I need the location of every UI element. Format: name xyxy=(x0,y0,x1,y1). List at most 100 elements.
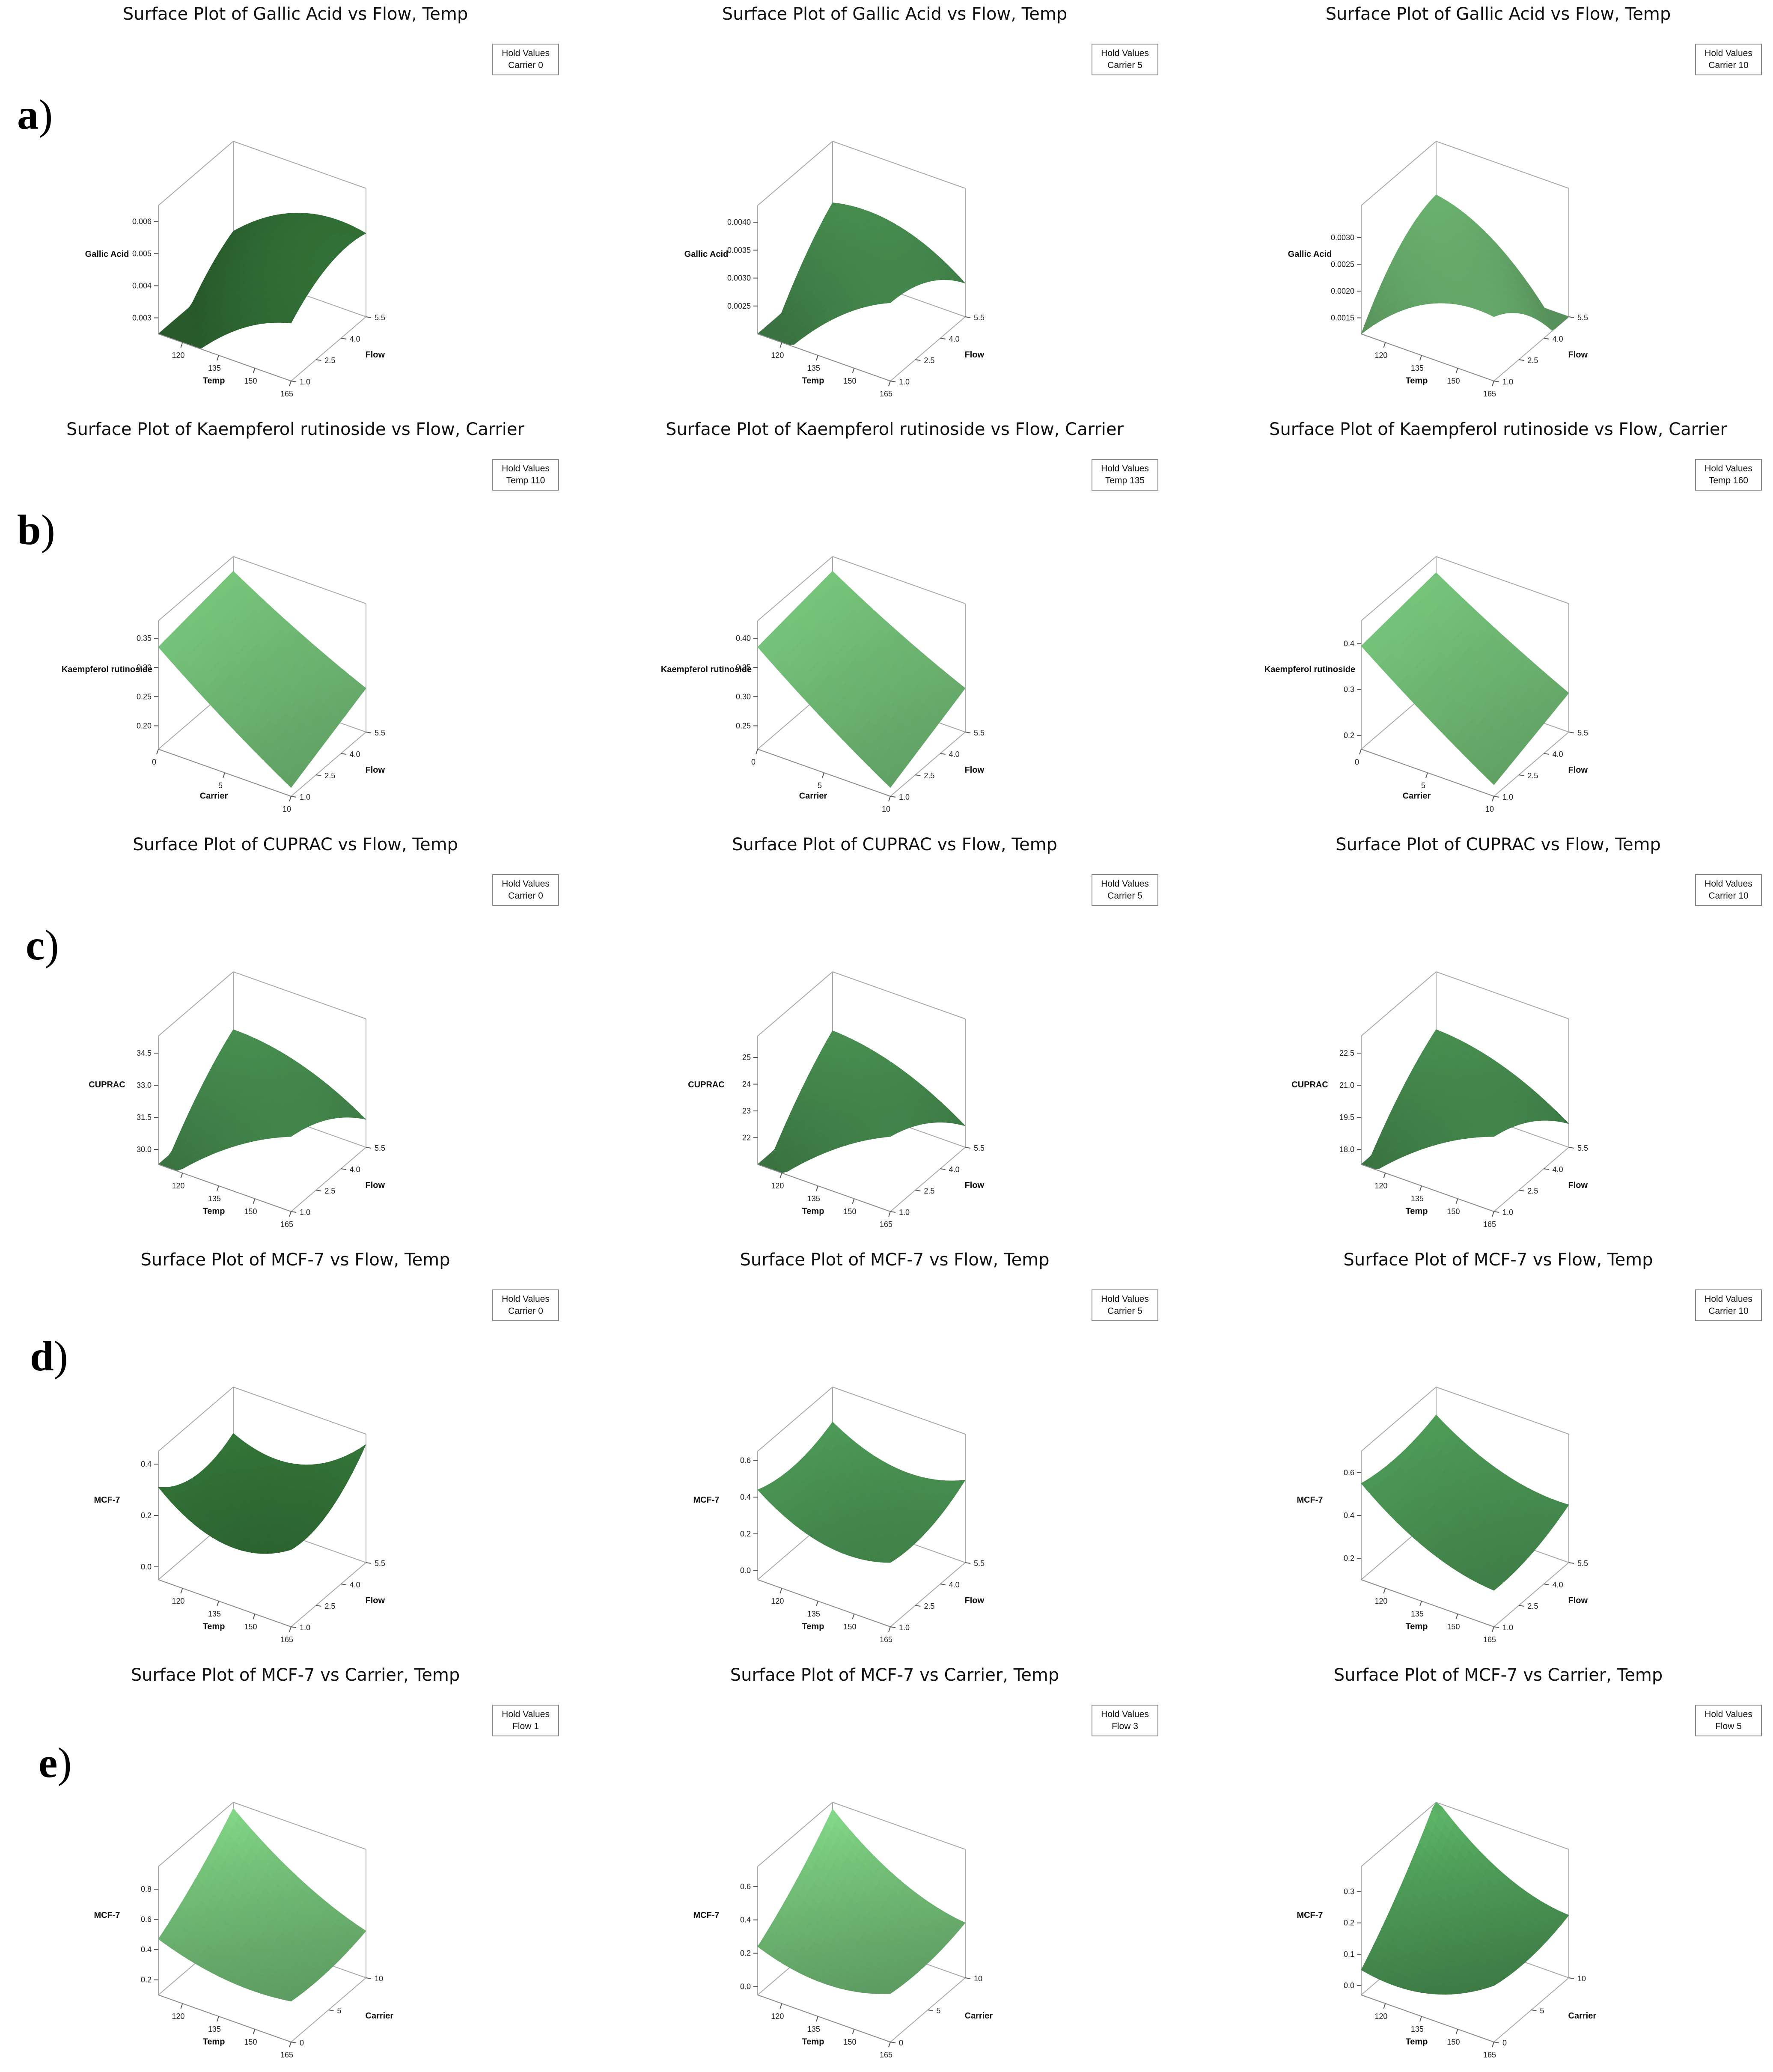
response-surface xyxy=(158,571,366,787)
box-edge xyxy=(758,972,833,1036)
y-tick-label: 5.5 xyxy=(375,313,385,322)
box-edge xyxy=(833,972,965,1019)
x-tick-mark xyxy=(181,1173,182,1178)
y-axis-label: Flow xyxy=(1568,765,1588,775)
y-tick-mark xyxy=(965,732,970,733)
z-tick-label: 22 xyxy=(742,1134,751,1142)
y-tick-mark xyxy=(316,775,321,776)
y-axis-label: Flow xyxy=(1568,350,1588,360)
x-tick-label: 0 xyxy=(751,758,756,766)
x-axis-label: Carrier xyxy=(200,792,228,801)
box-edge xyxy=(890,317,965,381)
box-edge xyxy=(1436,972,1569,1019)
x-tick-mark xyxy=(217,1186,219,1191)
box-edge xyxy=(291,317,366,381)
z-tick-label: 0.0025 xyxy=(727,302,751,310)
x-tick-label: 120 xyxy=(1374,1182,1387,1190)
x-axis-label: Temp xyxy=(802,376,824,386)
x-tick-label: 150 xyxy=(1447,1207,1460,1216)
z-tick-label: 0.25 xyxy=(137,692,152,701)
z-tick-label: 0.005 xyxy=(132,250,152,258)
surface-plot-b3: Surface Plot of Kaempferol rutinoside vs… xyxy=(1203,415,1773,826)
z-tick-label: 0.2 xyxy=(1344,731,1354,740)
x-tick-label: 0 xyxy=(152,758,156,766)
y-tick-mark xyxy=(341,753,346,754)
x-tick-label: 120 xyxy=(1374,351,1387,360)
y-tick-label: 1.0 xyxy=(300,1208,310,1217)
x-tick-mark xyxy=(1456,1199,1458,1204)
x-tick-mark xyxy=(816,1186,818,1191)
y-tick-mark xyxy=(366,732,371,733)
y-tick-mark xyxy=(1544,753,1549,754)
response-surface xyxy=(1361,195,1569,334)
y-tick-label: 1.0 xyxy=(1502,378,1513,386)
y-tick-label: 1.0 xyxy=(899,793,910,801)
response-surface xyxy=(1361,1030,1569,1169)
y-tick-mark xyxy=(1519,775,1524,776)
z-axis-label: Gallic Acid xyxy=(684,250,729,259)
box-edge xyxy=(1494,1147,1569,1212)
y-axis-label: Flow xyxy=(1568,1181,1588,1190)
z-tick-label: 18.0 xyxy=(1339,1145,1354,1154)
x-tick-label: 135 xyxy=(807,1194,820,1203)
y-tick-mark xyxy=(940,753,946,754)
y-tick-label: 4.0 xyxy=(949,750,960,759)
z-tick-label: 0.40 xyxy=(736,634,751,643)
y-tick-label: 4.0 xyxy=(350,750,360,759)
z-axis-label: CUPRAC xyxy=(1291,1080,1328,1090)
z-tick-label: 0.0030 xyxy=(727,274,751,283)
z-tick-label: 0.0040 xyxy=(727,218,751,226)
box-edge xyxy=(758,141,833,205)
y-tick-mark xyxy=(915,1190,920,1191)
response-surface xyxy=(158,1030,366,1171)
x-tick-mark xyxy=(852,1199,854,1204)
x-tick-mark xyxy=(289,381,291,386)
x-tick-mark xyxy=(253,368,255,373)
y-tick-mark xyxy=(341,338,346,339)
x-tick-label: 135 xyxy=(1411,364,1424,372)
box-edge xyxy=(1361,141,1436,205)
z-tick-label: 22.5 xyxy=(1339,1049,1354,1057)
x-tick-mark xyxy=(1359,749,1361,754)
x-tick-mark xyxy=(1383,342,1385,348)
box-edge xyxy=(291,1563,366,1627)
x-tick-label: 120 xyxy=(771,351,784,360)
x-axis-label: Carrier xyxy=(1403,792,1431,801)
x-tick-mark xyxy=(1420,355,1422,360)
y-tick-label: 4.0 xyxy=(949,335,960,343)
x-tick-label: 120 xyxy=(172,351,184,360)
y-tick-label: 1.0 xyxy=(300,793,310,801)
y-tick-label: 5.5 xyxy=(974,1144,985,1152)
z-tick-label: 0.0035 xyxy=(727,246,751,254)
y-tick-mark xyxy=(1519,1190,1524,1191)
z-tick-label: 0.4 xyxy=(1344,640,1354,648)
response-surface xyxy=(158,213,366,349)
z-tick-label: 21.0 xyxy=(1339,1081,1354,1090)
z-tick-label: 0.20 xyxy=(137,721,152,730)
y-tick-mark xyxy=(915,775,920,776)
x-tick-label: 120 xyxy=(172,1182,184,1190)
x-tick-label: 150 xyxy=(843,377,856,385)
x-tick-label: 150 xyxy=(1447,377,1460,385)
x-tick-label: 165 xyxy=(280,390,293,398)
y-tick-mark xyxy=(1569,1147,1574,1148)
y-tick-label: 2.5 xyxy=(924,1187,934,1195)
y-tick-label: 4.0 xyxy=(1553,750,1563,759)
x-tick-mark xyxy=(289,796,291,801)
x-tick-mark xyxy=(1383,1173,1385,1178)
box-edge xyxy=(1436,141,1569,188)
x-tick-label: 5 xyxy=(218,781,223,790)
z-axis-label: Kaempferol rutinoside xyxy=(1264,665,1355,674)
z-axis-label: Kaempferol rutinoside xyxy=(62,665,152,674)
x-tick-label: 135 xyxy=(208,1194,221,1203)
y-tick-label: 2.5 xyxy=(1527,771,1538,780)
x-tick-mark xyxy=(1426,773,1428,778)
y-tick-label: 4.0 xyxy=(949,1165,960,1174)
y-axis-label: Flow xyxy=(965,350,985,360)
x-tick-mark xyxy=(157,749,158,754)
y-axis-label: Flow xyxy=(366,765,385,775)
